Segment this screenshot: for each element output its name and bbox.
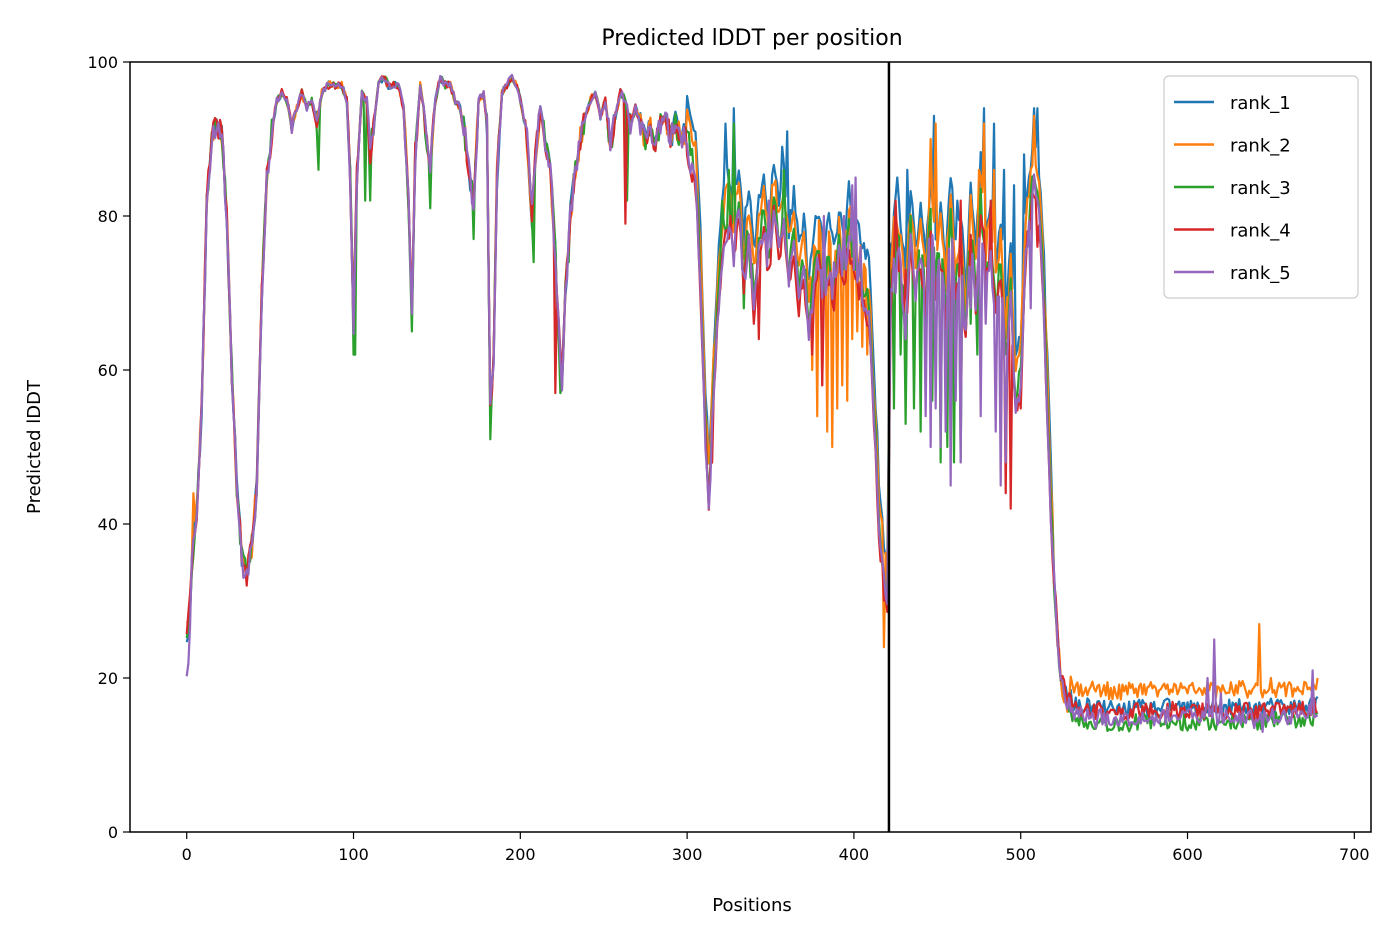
- x-tick-label: 400: [839, 845, 870, 864]
- legend-label-rank_5: rank_5: [1230, 263, 1291, 284]
- legend-label-rank_1: rank_1: [1230, 93, 1291, 114]
- plot-lines: [185, 73, 1319, 734]
- y-tick-label: 0: [108, 823, 118, 842]
- y-tick-label: 20: [98, 669, 118, 688]
- legend: rank_1 rank_2 rank_3 rank_4 rank_5: [1163, 75, 1359, 299]
- legend-label-rank_2: rank_2: [1230, 136, 1291, 157]
- x-tick-label: 300: [672, 845, 703, 864]
- y-tick-label: 100: [87, 53, 118, 72]
- plot-frame: [129, 61, 1372, 833]
- x-tick-label: 700: [1339, 845, 1370, 864]
- x-tick-label: 100: [338, 845, 369, 864]
- y-axis-ticks: 0 20 40 60 80 100: [87, 53, 130, 842]
- y-tick-label: 80: [98, 207, 118, 226]
- series-line-rank_5: [185, 73, 1319, 734]
- x-axis-label: Positions: [712, 895, 791, 916]
- y-tick-label: 60: [98, 361, 118, 380]
- chart-title: Predicted lDDT per position: [601, 26, 902, 51]
- x-tick-label: 200: [505, 845, 536, 864]
- legend-label-rank_3: rank_3: [1230, 178, 1291, 199]
- y-axis-label: Predicted lDDT: [24, 379, 45, 514]
- x-tick-label: 600: [1172, 845, 1203, 864]
- y-tick-label: 40: [98, 515, 118, 534]
- legend-label-rank_4: rank_4: [1230, 221, 1291, 242]
- x-tick-label: 0: [182, 845, 192, 864]
- x-axis-ticks: 0 100 200 300 400 500 600 700: [182, 832, 1370, 864]
- x-tick-label: 500: [1005, 845, 1036, 864]
- legend-box: [1163, 75, 1359, 299]
